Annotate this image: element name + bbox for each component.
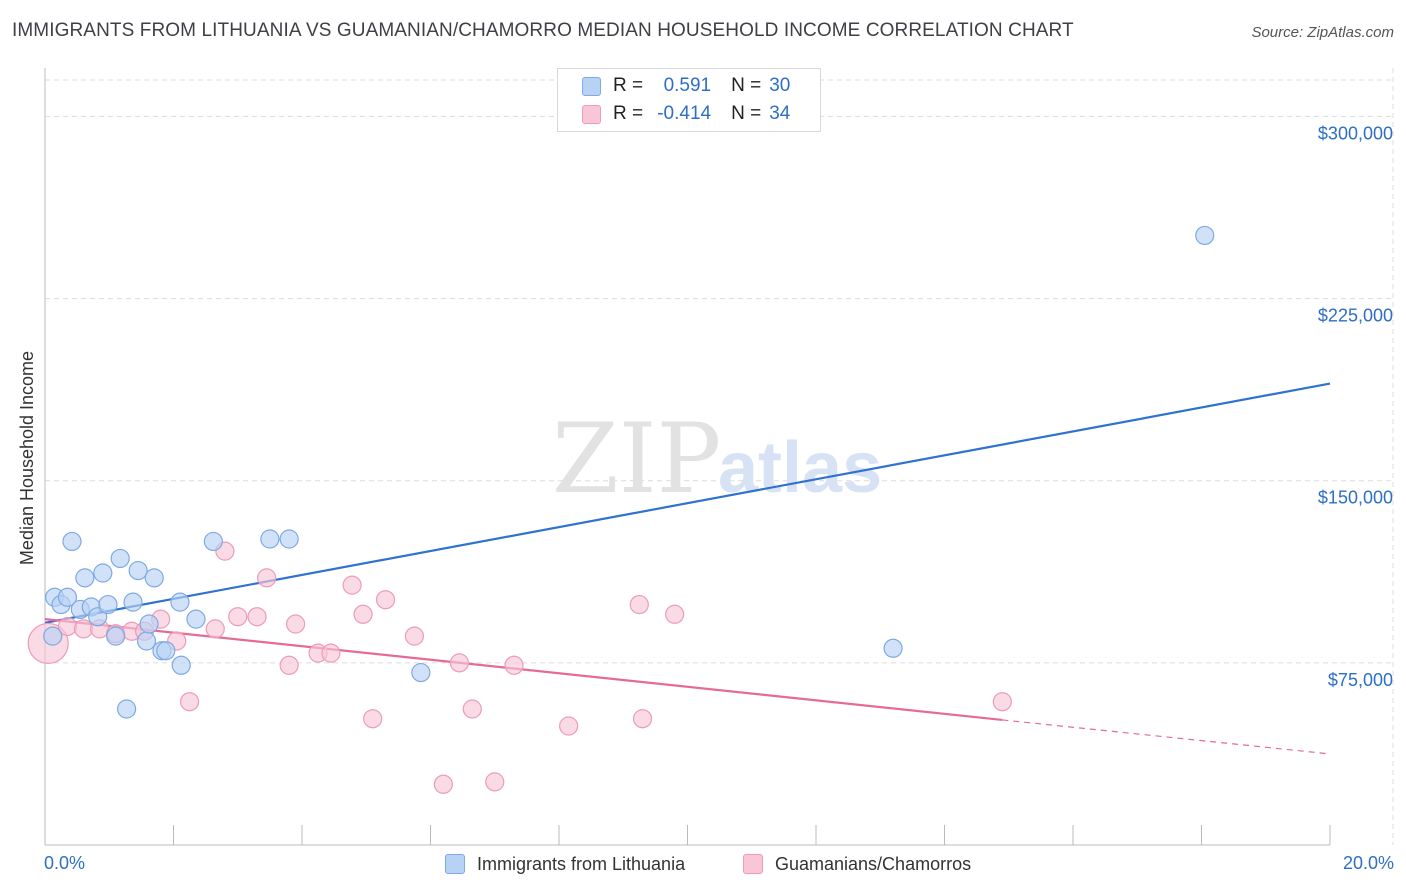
point-guamanian <box>321 643 341 663</box>
legend-r-value: 0.591 <box>663 75 712 96</box>
point-guamanian <box>992 692 1012 712</box>
point-lithuania <box>171 655 191 675</box>
point-lithuania <box>156 641 176 661</box>
y-tick-label: $225,000 <box>1318 306 1393 326</box>
legend-swatch-blue <box>582 76 601 96</box>
legend-n-value: 34 <box>769 103 791 124</box>
data-points <box>27 225 1215 794</box>
point-lithuania <box>139 614 159 634</box>
point-lithuania <box>128 560 148 581</box>
legend-r-label: R = <box>613 103 644 124</box>
trend-line-guamanian <box>44 618 1003 722</box>
watermark-atlas: atlas <box>718 428 882 508</box>
y-tick-label: $150,000 <box>1318 488 1393 508</box>
point-guamanian <box>433 774 453 794</box>
x-tick-label-max: 20.0% <box>1342 853 1394 873</box>
point-lithuania <box>62 531 82 552</box>
point-guamanian <box>257 568 277 588</box>
point-lithuania <box>75 568 95 588</box>
legend-row-lithuania: R = 0.591 N = 30 <box>582 73 790 99</box>
watermark-zip: ZIP <box>552 403 721 515</box>
point-lithuania <box>883 638 903 658</box>
point-lithuania <box>57 587 78 607</box>
point-guamanian <box>404 626 425 646</box>
axes <box>44 68 1331 846</box>
point-guamanian <box>342 575 362 595</box>
legend-r-label: R = <box>613 75 644 96</box>
point-guamanian <box>205 619 225 639</box>
bottom-legend-guamanian: Guamanians/Chamorros <box>743 852 971 876</box>
point-lithuania <box>136 631 157 651</box>
point-lithuania <box>110 548 130 569</box>
point-lithuania <box>123 592 143 612</box>
point-guamanian <box>363 709 383 729</box>
point-lithuania <box>1195 225 1215 246</box>
point-guamanian <box>559 716 579 736</box>
bottom-legend-lithuania: Immigrants from Lithuania <box>445 852 685 876</box>
point-lithuania <box>186 609 206 629</box>
point-guamanian <box>279 655 299 675</box>
point-lithuania <box>116 699 137 719</box>
legend-row-guamanian: R = -0.414 N = 34 <box>582 101 790 127</box>
legend-r-value: -0.414 <box>657 103 712 124</box>
point-guamanian <box>73 619 94 639</box>
chart-source: Source: ZipAtlas.com <box>1251 24 1394 41</box>
correlation-legend: R = 0.591 N = 30 R = -0.414 N = 34 <box>557 68 821 132</box>
legend-swatch-pink <box>582 104 601 124</box>
y-axis-label: Median Household Income <box>17 351 37 565</box>
point-guamanian <box>665 604 685 624</box>
watermark: ZIP atlas <box>552 403 882 515</box>
legend-n-label: N = <box>731 75 762 96</box>
bottom-legend-swatch-blue <box>445 854 465 874</box>
y-tick-labels: $75,000 $150,000 $225,000 $300,000 <box>1318 123 1393 689</box>
point-guamanian <box>485 772 505 792</box>
point-lithuania <box>260 529 280 549</box>
point-lithuania <box>170 592 190 612</box>
chart-title: IMMIGRANTS FROM LITHUANIA VS GUAMANIAN/C… <box>12 20 1074 41</box>
point-guamanian <box>462 699 482 719</box>
bottom-legend-label: Guamanians/Chamorros <box>775 853 972 874</box>
point-guamanian <box>228 607 248 627</box>
point-lithuania <box>279 529 299 549</box>
point-guamanian <box>285 614 306 634</box>
trend-line-guamanian-extension <box>1002 719 1331 755</box>
y-tick-label: $75,000 <box>1328 670 1393 690</box>
point-guamanian <box>179 692 200 712</box>
legend-n-value: 30 <box>769 75 791 96</box>
point-lithuania <box>203 531 223 552</box>
point-lithuania <box>144 568 164 588</box>
grid-lines <box>45 68 1394 845</box>
point-lithuania <box>106 626 126 646</box>
point-guamanian <box>449 653 470 673</box>
point-guamanian <box>504 655 524 675</box>
point-guamanian <box>247 607 267 627</box>
point-guamanian <box>353 604 373 624</box>
point-guamanian <box>375 590 396 610</box>
point-guamanian <box>629 594 649 615</box>
point-lithuania <box>98 594 118 615</box>
point-lithuania <box>93 563 113 583</box>
legend-n-label: N = <box>731 103 762 124</box>
bottom-legend-swatch-pink <box>743 854 763 874</box>
point-lithuania <box>411 662 431 683</box>
point-lithuania <box>43 626 63 646</box>
bottom-legend-label: Immigrants from Lithuania <box>477 853 686 874</box>
y-tick-label: $300,000 <box>1318 123 1393 143</box>
point-guamanian <box>632 709 653 729</box>
x-tick-label-min: 0.0% <box>44 853 86 873</box>
